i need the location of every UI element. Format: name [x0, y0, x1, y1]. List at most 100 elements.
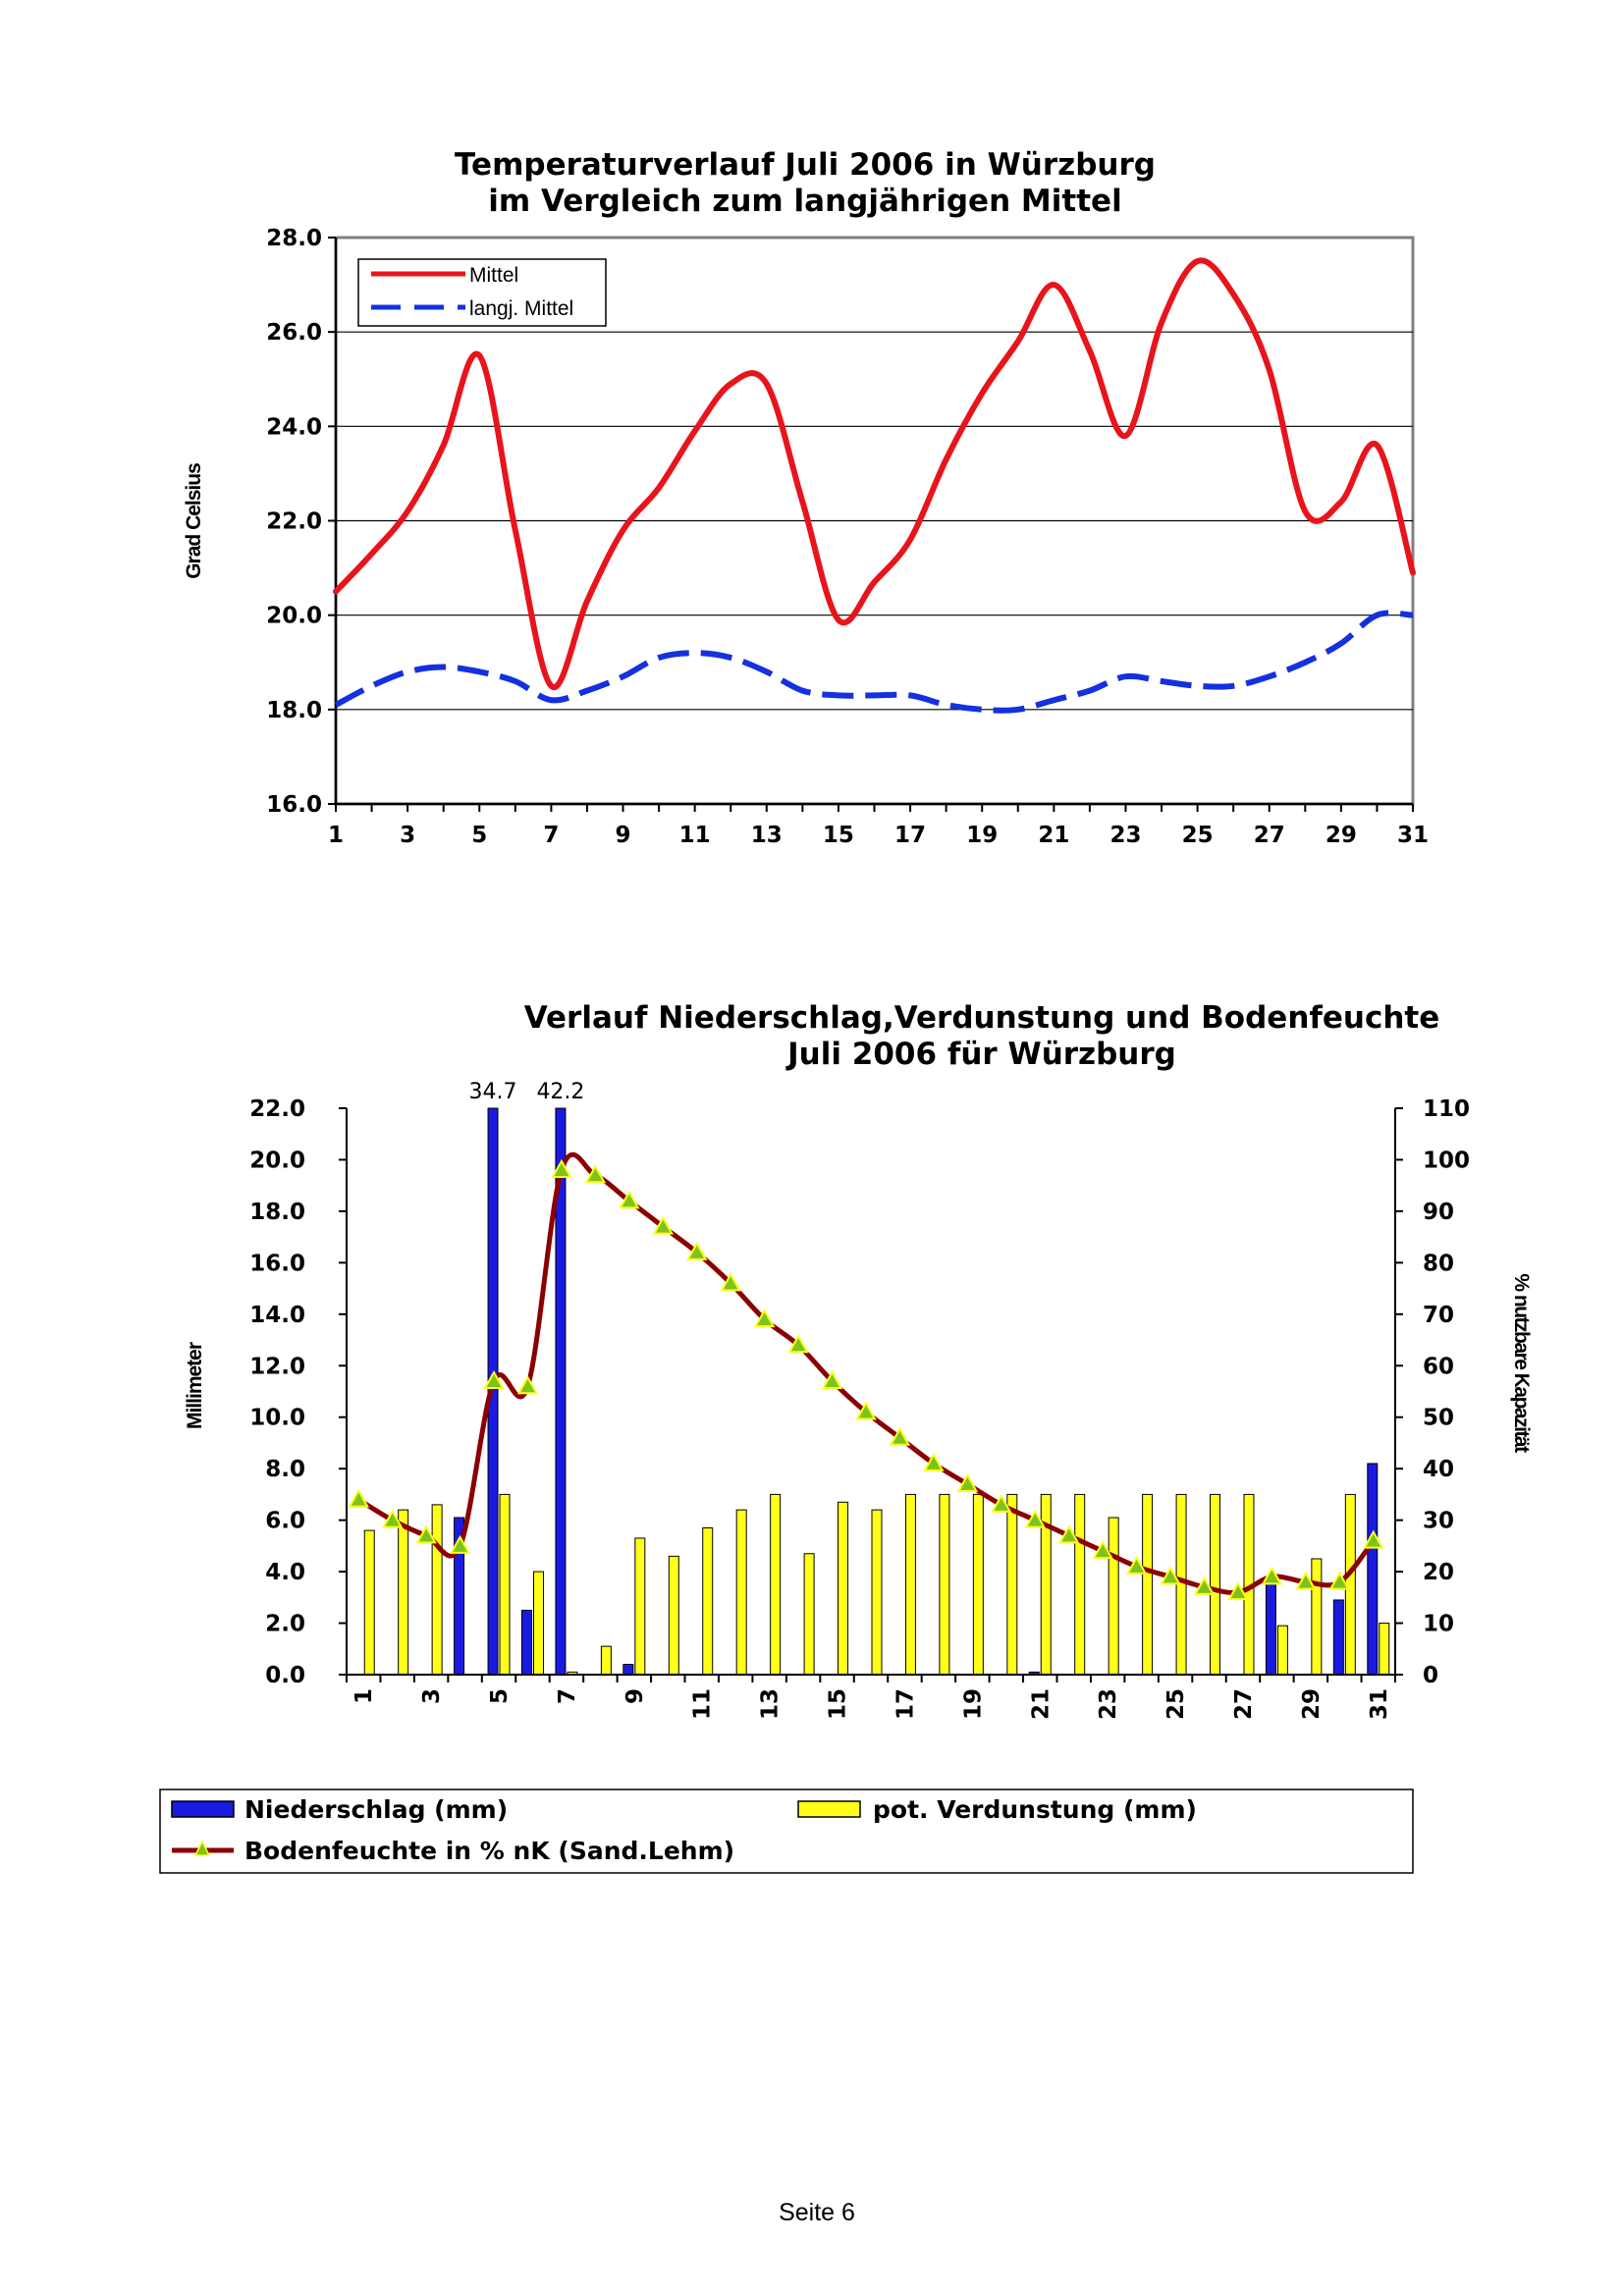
bodenfeuchte-marker	[449, 1534, 471, 1554]
chart2-y-tick-label: 18.0	[249, 1200, 305, 1225]
chart1-y-tick-label: 28.0	[266, 226, 322, 251]
chart1-y-tick-label: 18.0	[266, 698, 322, 723]
chart2-y-tick-label: 10.0	[249, 1406, 305, 1431]
chart1-y-tick-label: 22.0	[266, 509, 322, 535]
niederschlag-bar	[520, 1609, 532, 1676]
verdunstung-bar	[871, 1509, 883, 1676]
chart2-y2-tick-label: 70	[1423, 1303, 1454, 1328]
chart2-x-tick-label: 21	[1028, 1688, 1054, 1720]
verdunstung-bar	[702, 1527, 714, 1676]
chart1-x-tick-label: 17	[894, 823, 926, 848]
legend-swatch-verdunstung	[797, 1800, 861, 1818]
bodenfeuchte-marker	[619, 1190, 640, 1209]
bodenfeuchte-marker	[1261, 1566, 1283, 1585]
chart2-x-tick-label: 9	[622, 1688, 648, 1704]
chart2-y2-tick-label: 90	[1423, 1200, 1454, 1225]
chart2-x-tick-label: 31	[1367, 1688, 1392, 1720]
page-footer: Seite 6	[779, 2199, 855, 2226]
bodenfeuchte-marker	[787, 1334, 809, 1354]
niederschlag-value-label: 42.2	[536, 1080, 584, 1104]
bodenfeuchte-marker	[551, 1158, 572, 1178]
legend-marker-bodenfeuchte	[193, 1840, 211, 1856]
chart2-y-tick-label: 4.0	[265, 1560, 305, 1585]
niederschlag-bar	[1367, 1463, 1379, 1676]
bodenfeuchte-marker	[855, 1401, 877, 1420]
chart2-x-tick-label: 5	[487, 1688, 513, 1704]
chart1-series	[333, 257, 1416, 714]
verdunstung-bar	[600, 1645, 612, 1676]
verdunstung-bar	[431, 1504, 443, 1676]
chart1-y-tick-label: 24.0	[266, 414, 322, 440]
chart2-x-tick-label: 3	[419, 1688, 445, 1704]
verdunstung-bar	[803, 1553, 815, 1676]
legend-swatch-niederschlag	[171, 1800, 235, 1818]
legend-label-niederschlag: Niederschlag (mm)	[244, 1795, 508, 1824]
chart2-title: Verlauf Niederschlag,Verdunstung und Bod…	[524, 1000, 1440, 1036]
chart1-legend: Mittel langj. Mittel	[357, 258, 607, 327]
bodenfeuchte-marker	[1227, 1581, 1249, 1601]
chart2-y-tick-label: 12.0	[249, 1354, 305, 1379]
bodenfeuchte-marker	[1160, 1566, 1181, 1585]
chart2-x-tick-label: 23	[1096, 1688, 1121, 1720]
chart1-x-tick-label: 25	[1182, 823, 1214, 848]
chart2-y2-tick-label: 50	[1423, 1406, 1454, 1431]
chart1-x-tick-label: 29	[1325, 823, 1357, 848]
chart1-subtitle: im Vergleich zum langjährigen Mittel	[488, 184, 1121, 219]
verdunstung-bar	[904, 1493, 916, 1676]
chart1-y-tick-label: 20.0	[266, 604, 322, 629]
bodenfeuchte-marker	[1024, 1509, 1046, 1528]
chart2-x-tick-label: 27	[1231, 1688, 1257, 1720]
verdunstung-bar	[363, 1529, 375, 1676]
chart2-y2-axis-label: % nutzbare Kapazität	[1510, 1273, 1533, 1453]
chart2-y2-tick-label: 30	[1423, 1509, 1454, 1534]
chart1-x-tick-label: 5	[471, 823, 487, 848]
chart2-y-tick-label: 16.0	[249, 1251, 305, 1276]
chart2-y-axis-label: Millimeter	[184, 1342, 206, 1429]
verdunstung-bar	[1006, 1493, 1018, 1676]
verdunstung-bar	[532, 1571, 544, 1676]
verdunstung-bar	[499, 1493, 511, 1676]
chart2-y2-tick-label: 0	[1423, 1663, 1438, 1688]
bodenfeuchte-marker	[483, 1369, 505, 1390]
verdunstung-bar	[1074, 1493, 1086, 1676]
chart2-x-tick-label: 15	[826, 1688, 851, 1720]
bodenfeuchte-marker	[584, 1164, 607, 1184]
niederschlag-bar	[1332, 1599, 1344, 1676]
bodenfeuchte-marker	[889, 1426, 911, 1446]
chart1-x-tick-label: 7	[543, 823, 559, 848]
chart1-x-tick-label: 13	[751, 823, 783, 848]
chart1-x-tick-label: 21	[1038, 823, 1069, 848]
chart2-y-tick-label: 6.0	[265, 1509, 305, 1534]
chart1-x-tick-label: 23	[1109, 823, 1141, 848]
chart1-y-ticks: 16.0 18.0 20.0 22.0 24.0 26.0 28.0	[266, 226, 338, 818]
chart2-x-tick-label: 1	[352, 1688, 377, 1704]
chart1-legend-box	[357, 258, 607, 327]
chart2-x-tick-label: 25	[1163, 1688, 1189, 1720]
bodenfeuchte-marker	[652, 1215, 675, 1235]
chart2-y2-tick-label: 80	[1423, 1251, 1454, 1276]
bodenfeuchte-marker	[415, 1524, 437, 1544]
chart1-y-tick-label: 26.0	[266, 320, 322, 346]
verdunstung-bar	[838, 1501, 849, 1676]
chart2-y-tick-label: 14.0	[249, 1303, 305, 1328]
chart1-gridlines	[336, 331, 1413, 711]
chart2-y2-tick-label: 110	[1423, 1096, 1470, 1122]
bodenfeuchte-marker	[923, 1452, 945, 1471]
bodenfeuchte-marker	[348, 1488, 369, 1508]
verdunstung-bar	[1210, 1493, 1221, 1676]
chart1-x-tick-label: 27	[1254, 823, 1285, 848]
bodenfeuchte-marker	[1328, 1571, 1351, 1590]
chart2-y-tick-label: 0.0	[265, 1663, 305, 1688]
niederschlag-value-label: 34.7	[469, 1080, 517, 1104]
chart2-y-tick-label: 22.0	[249, 1096, 305, 1122]
chart2-x-tick-label: 19	[960, 1688, 986, 1720]
bodenfeuchte-marker	[1057, 1524, 1080, 1544]
bodenfeuchte-marker	[753, 1308, 776, 1328]
bodenfeuchte-marker	[720, 1272, 741, 1292]
verdunstung-bar	[1276, 1625, 1288, 1676]
chart2-x-tick-label: 11	[690, 1688, 716, 1720]
chart1-y-axis-label: Grad Celsius	[183, 463, 205, 579]
chart2-soil-moisture-series	[348, 1151, 1384, 1601]
verdunstung-bar	[634, 1537, 646, 1676]
bodenfeuchte-marker	[686, 1241, 708, 1260]
